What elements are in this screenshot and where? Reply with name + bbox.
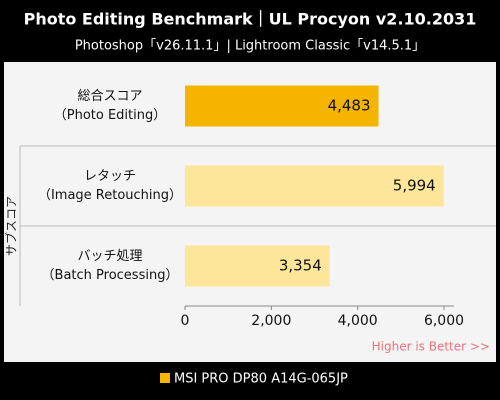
x-tick-label: 6,000 [424,313,464,329]
chart-subtitle: Photoshop「v26.11.1」| Lightroom Classic「v… [75,39,425,54]
annotation: Higher is Better >> [372,340,490,354]
bar [185,165,444,207]
category-label: バッチ処理 [77,249,142,264]
bar [185,245,330,287]
legend-label: MSI PRO DP80 A14G-065JP [174,372,348,387]
value-label: 5,994 [393,177,436,195]
category-label: レタッチ [84,169,136,184]
legend-swatch [160,373,170,383]
category-label: （Image Retouching） [38,188,182,203]
bar [185,85,379,127]
category-label: （Batch Processing） [42,268,179,283]
chart-title: Photo Editing Benchmark｜UL Procyon v2.10… [24,10,477,29]
category-label: 総合スコア [77,89,142,104]
category-label: （Photo Editing） [54,108,167,123]
group-label: サブスコア [4,196,19,256]
x-tick-label: 0 [181,313,190,329]
x-tick-label: 2,000 [251,313,291,329]
value-label: 3,354 [279,257,322,275]
x-tick-label: 4,000 [338,313,378,329]
value-label: 4,483 [328,97,371,115]
